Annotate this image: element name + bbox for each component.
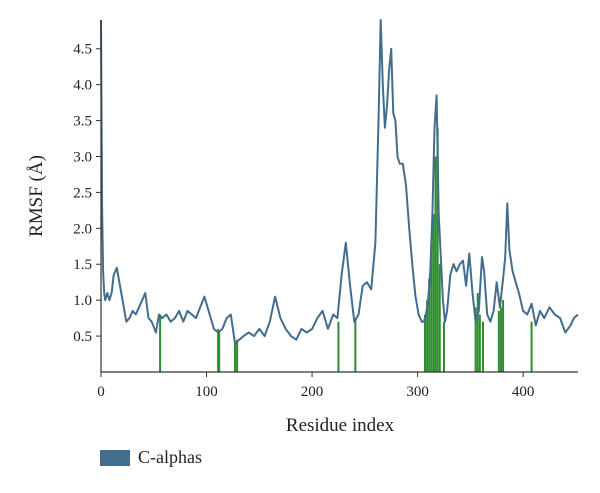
y-tick-label: 3.5 [73, 114, 92, 130]
ticks-layer: 0 100 200 300 400 0.5 1.0 1.5 2.0 2.5 3.0 3.5 4.0 4.5 [73, 42, 534, 400]
x-tick-label: 300 [406, 384, 429, 400]
y-tick-label: 3.0 [73, 149, 92, 165]
x-tick-label: 0 [97, 384, 105, 400]
series-line-c-alphas [100, 19, 579, 345]
chart-canvas: 0 100 200 300 400 0.5 1.0 1.5 2.0 2.5 3.0 3.5 4.0 4.5… [26, 19, 579, 436]
y-tick-label: 2.0 [73, 221, 92, 237]
y-axis-title: RMSF (Å) [26, 155, 47, 237]
x-tick-label: 400 [512, 384, 535, 400]
x-tick-label: 100 [195, 384, 218, 400]
x-tick-label: 200 [301, 384, 324, 400]
y-tick-label: 4.5 [73, 42, 92, 58]
legend-swatch [100, 449, 130, 466]
rmsf-chart: 0 100 200 300 400 0.5 1.0 1.5 2.0 2.5 3.0 3.5 4.0 4.5… [26, 19, 579, 436]
series-layer [100, 19, 579, 345]
y-tick-label: 0.5 [73, 329, 92, 345]
legend: C-alphas [100, 447, 202, 468]
y-tick-label: 1.0 [73, 293, 92, 309]
y-tick-label: 1.5 [73, 257, 92, 273]
legend-label: C-alphas [138, 447, 202, 467]
y-tick-label: 2.5 [73, 185, 92, 201]
y-tick-label: 4.0 [73, 78, 92, 94]
axes-layer [100, 20, 578, 373]
x-axis-title: Residue index [286, 415, 395, 436]
